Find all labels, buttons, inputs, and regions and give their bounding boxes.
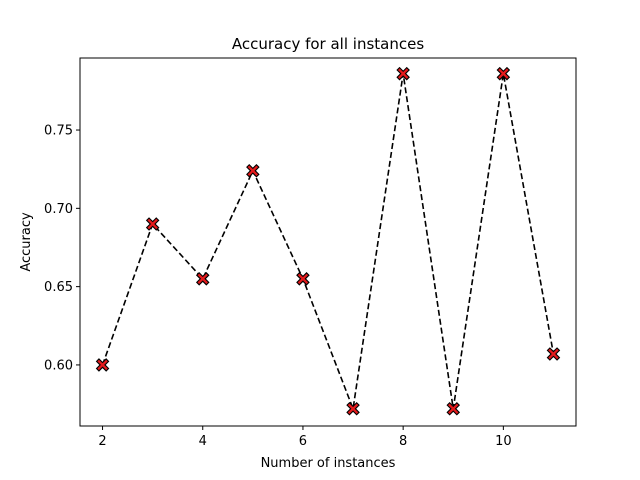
data-point-marker: [446, 401, 461, 416]
x-tick-label: 10: [495, 434, 512, 449]
x-axis-label: Number of instances: [261, 456, 396, 471]
y-axis: 0.60 0.65 0.70 0.75: [44, 124, 80, 373]
accuracy-series-line: [101, 73, 555, 412]
y-tick-label: 0.75: [44, 124, 73, 139]
x-axis: 2 4 6 8 10: [98, 426, 512, 449]
data-point-marker: [546, 347, 561, 361]
data-point-marker: [346, 401, 360, 416]
axes-frame: [79, 57, 577, 427]
x-tick-label: 2: [98, 434, 106, 449]
x-tick-label: 8: [399, 434, 407, 449]
plot-area: 2 4 6 8 10 0.60 0.65 0.70 0.75: [44, 57, 577, 449]
data-point-marker: [396, 66, 410, 81]
data-point-marker: [246, 163, 260, 178]
data-point-marker: [496, 66, 511, 81]
data-point-marker: [296, 272, 310, 286]
data-point-marker: [145, 217, 160, 231]
chart-title: Accuracy for all instances: [232, 35, 424, 53]
x-tick-label: 4: [199, 434, 207, 449]
y-axis-label: Accuracy: [19, 212, 34, 272]
y-tick-label: 0.60: [44, 358, 73, 373]
x-tick-label: 6: [299, 434, 307, 449]
data-point-marker: [195, 272, 210, 286]
y-tick-label: 0.70: [44, 202, 73, 217]
data-point-marker: [95, 358, 110, 372]
accuracy-series-markers: [95, 66, 561, 416]
y-tick-label: 0.65: [44, 280, 73, 295]
